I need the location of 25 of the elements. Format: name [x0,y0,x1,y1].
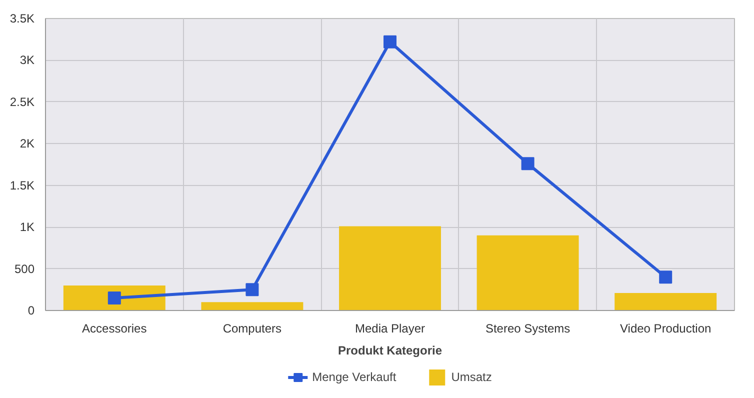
point [108,291,121,304]
bar [614,292,717,310]
y-tick-label: 2K [20,136,35,151]
y-tick-label: 1K [20,220,35,234]
y-tick-label: 500 [14,262,35,276]
y-tick-label: 1.5K [10,178,34,192]
bar [339,226,441,310]
point [246,283,259,296]
legend-label: Umsatz [451,370,492,384]
x-tick-label: Computers [222,322,282,336]
point [659,270,672,284]
point [521,157,534,170]
y-tick-label: 2.5K [10,94,34,109]
x-tick-label: Accessories [82,322,147,336]
x-tick-label: Video Production [620,322,712,336]
y-tick-label: 3K [20,53,35,68]
bar [201,302,304,310]
x-axis-title: Produkt Kategorie [338,344,442,358]
y-tick-label: 3.5K [10,12,34,26]
point [384,35,396,48]
x-tick-label: Media Player [354,322,426,336]
x-tick-label: Stereo Systems [485,322,570,336]
y-tick-label: 0 [28,304,35,318]
bar [476,235,579,310]
legend-label: Menge Verkauft [312,370,396,384]
